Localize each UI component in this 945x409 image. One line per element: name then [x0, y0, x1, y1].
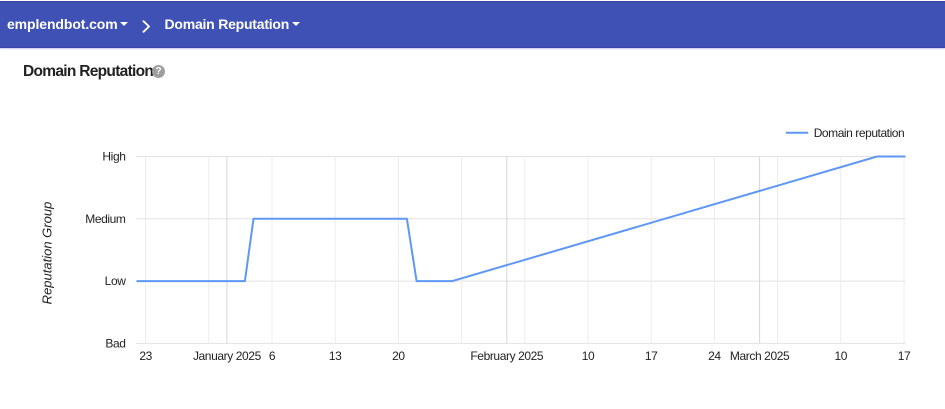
svg-text:6: 6 [269, 349, 276, 363]
svg-text:13: 13 [329, 349, 342, 363]
svg-text:17: 17 [645, 349, 658, 363]
svg-text:March 2025: March 2025 [730, 349, 790, 363]
svg-text:Low: Low [105, 274, 127, 288]
svg-text:Reputation Group: Reputation Group [40, 202, 55, 305]
svg-text:10: 10 [582, 349, 595, 363]
svg-text:High: High [102, 150, 125, 164]
svg-text:23: 23 [139, 349, 152, 363]
svg-text:Medium: Medium [85, 212, 126, 226]
svg-text:10: 10 [835, 349, 848, 363]
svg-text:January 2025: January 2025 [193, 349, 262, 363]
svg-text:Domain reputation: Domain reputation [814, 126, 905, 140]
svg-text:24: 24 [708, 349, 721, 363]
svg-text:17: 17 [898, 349, 911, 363]
svg-text:Bad: Bad [105, 337, 125, 351]
svg-text:20: 20 [392, 349, 405, 363]
svg-text:February 2025: February 2025 [470, 349, 544, 363]
